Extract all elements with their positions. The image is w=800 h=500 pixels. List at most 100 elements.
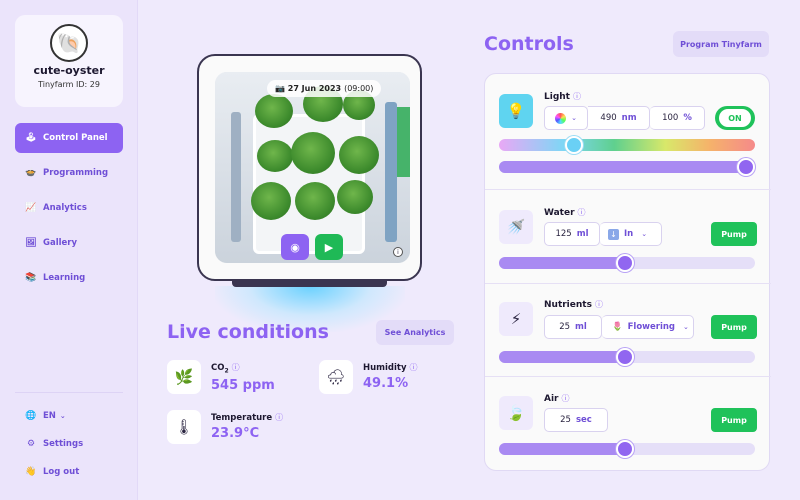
nutrients-slider-fill	[499, 351, 625, 363]
nutrients-slider-handle[interactable]	[615, 348, 634, 366]
nutrients-pump-button[interactable]: Pump	[711, 315, 757, 339]
co2-label: CO2 ⓘ	[211, 362, 275, 375]
controls-title: Controls	[484, 33, 574, 55]
globe-icon: 🌐	[25, 411, 37, 421]
books-icon: 📚	[25, 273, 37, 283]
water-direction-dropdown[interactable]: ↓ In ⌄	[600, 222, 662, 246]
humidity-condition: 🌧 Humidity ⓘ 49.1%	[319, 360, 418, 394]
nutrients-mode-dropdown[interactable]: 🌷 Flowering ⌄	[602, 315, 694, 339]
live-conditions-title: Live conditions	[167, 321, 329, 343]
nav-item-label: Programming	[43, 168, 109, 178]
water-pump-button[interactable]: Pump	[711, 222, 757, 246]
info-icon[interactable]: ⓘ	[275, 413, 284, 422]
nav-item-programming[interactable]: 🍲 Programming	[15, 158, 123, 188]
plant	[291, 132, 335, 174]
cloud-rain-icon: 🌧	[319, 360, 353, 394]
divider	[15, 392, 123, 393]
profile-name: cute-oyster	[33, 64, 105, 77]
controls-panel: 💡 Light ⓘ ⌄ 490 nm 100% ON 🚿 Water ⓘ 125 ml …	[484, 73, 771, 472]
logout-link[interactable]: 👋 Log out	[15, 458, 123, 486]
co2-label-sub: 2	[224, 367, 229, 375]
water-unit: ml	[576, 229, 589, 239]
nav-item-label: Learning	[43, 273, 86, 283]
light-label-text: Light	[544, 92, 570, 102]
intensity-input[interactable]: 100%	[650, 106, 705, 130]
wavelength-slider[interactable]	[499, 136, 755, 154]
wavelength-slider-handle[interactable]	[565, 136, 583, 154]
program-tinyfarm-button[interactable]: Program Tinyfarm	[673, 31, 769, 57]
plant	[257, 140, 293, 172]
air-duration-input[interactable]: 25 sec	[544, 408, 608, 432]
air-slider[interactable]	[499, 440, 755, 458]
wavelength-input[interactable]: 490 nm	[588, 106, 650, 130]
nutrients-slider[interactable]	[499, 348, 755, 366]
avatar: 🐚	[50, 24, 88, 62]
language-label: EN	[43, 411, 56, 421]
nutrients-amount-input[interactable]: 25 ml	[544, 315, 602, 339]
capture-photo-button[interactable]: ◉	[281, 234, 309, 260]
chevron-down-icon: ⌄	[683, 323, 689, 331]
nutrients-amount: 25	[559, 322, 571, 332]
light-control: 💡 Light ⓘ ⌄ 490 nm 100% ON	[485, 74, 771, 190]
air-label: Air ⓘ	[544, 393, 570, 404]
info-icon[interactable]: ⓘ	[577, 208, 586, 217]
nav-item-gallery[interactable]: 🖼 Gallery	[15, 228, 123, 258]
info-icon[interactable]: ⓘ	[409, 363, 418, 372]
water-slider-fill	[499, 257, 625, 269]
lightbulb-icon: 💡	[499, 94, 533, 128]
thermometer-icon: 🌡	[167, 410, 201, 444]
intensity-slider[interactable]	[499, 158, 755, 176]
wave-hand-icon: 👋	[25, 467, 37, 477]
device-base	[232, 281, 387, 287]
co2-value: 545 ppm	[211, 377, 275, 393]
air-control: 🍃 Air ⓘ 25 sec Pump	[485, 377, 771, 472]
gear-icon: ⚙	[26, 439, 36, 449]
plant	[339, 136, 379, 174]
info-icon[interactable]: ⓘ	[572, 92, 581, 101]
nutrients-label-text: Nutrients	[544, 300, 592, 310]
water-amount-input[interactable]: 125 ml	[544, 222, 600, 246]
temperature-label: Temperature ⓘ	[211, 412, 283, 423]
camera-icon: ◉	[290, 240, 300, 254]
nav-item-control-panel[interactable]: 🕹 Control Panel	[15, 123, 123, 153]
intensity-slider-handle[interactable]	[737, 158, 755, 176]
language-selector[interactable]: 🌐 EN ⌄	[15, 402, 123, 430]
plant	[337, 180, 373, 214]
settings-label: Settings	[43, 439, 84, 449]
nav-item-analytics[interactable]: 📈 Analytics	[15, 193, 123, 223]
play-icon: ▶	[324, 240, 334, 254]
lightning-icon: ⚡	[499, 302, 533, 336]
flower-icon: 🌷	[612, 322, 623, 332]
info-icon[interactable]: ⓘ	[231, 363, 240, 372]
air-pump-button[interactable]: Pump	[711, 408, 757, 432]
chart-icon: 📈	[25, 203, 37, 213]
camera-timestamp: 📷 27 Jun 2023 (09:00)	[267, 80, 382, 97]
light-toggle[interactable]: ON	[715, 106, 755, 130]
plant	[251, 182, 291, 220]
chevron-down-icon: ⌄	[59, 412, 66, 420]
device-rail-right	[385, 102, 397, 242]
device-rail-left	[231, 112, 241, 242]
profile-card: 🐚 cute-oyster Tinyfarm ID: 29	[15, 15, 123, 107]
info-icon[interactable]: i	[393, 247, 403, 257]
wavelength-unit: nm	[621, 113, 637, 123]
bottom-nav: 🌐 EN ⌄ ⚙ Settings 👋 Log out	[15, 402, 123, 486]
nutrients-mode: Flowering	[627, 322, 676, 332]
see-analytics-button[interactable]: See Analytics	[376, 320, 454, 345]
nav-item-label: Gallery	[43, 238, 78, 248]
info-icon[interactable]: ⓘ	[561, 394, 570, 403]
water-slider-handle[interactable]	[615, 254, 634, 272]
intensity-slider-fill	[499, 161, 746, 173]
humidity-label: Humidity ⓘ	[363, 362, 418, 373]
info-icon[interactable]: ⓘ	[594, 300, 603, 309]
device-label-panel	[397, 107, 410, 177]
nav-item-label: Control Panel	[43, 133, 108, 143]
settings-link[interactable]: ⚙ Settings	[15, 430, 123, 458]
sidebar: 🐚 cute-oyster Tinyfarm ID: 29 🕹 Control P…	[0, 0, 138, 500]
air-slider-handle[interactable]	[615, 440, 634, 458]
leaf-wind-icon: 🍃	[499, 396, 533, 430]
water-slider[interactable]	[499, 254, 755, 272]
play-timelapse-button[interactable]: ▶	[315, 234, 343, 260]
color-picker-dropdown[interactable]: ⌄	[544, 106, 588, 130]
nav-item-learning[interactable]: 📚 Learning	[15, 263, 123, 293]
